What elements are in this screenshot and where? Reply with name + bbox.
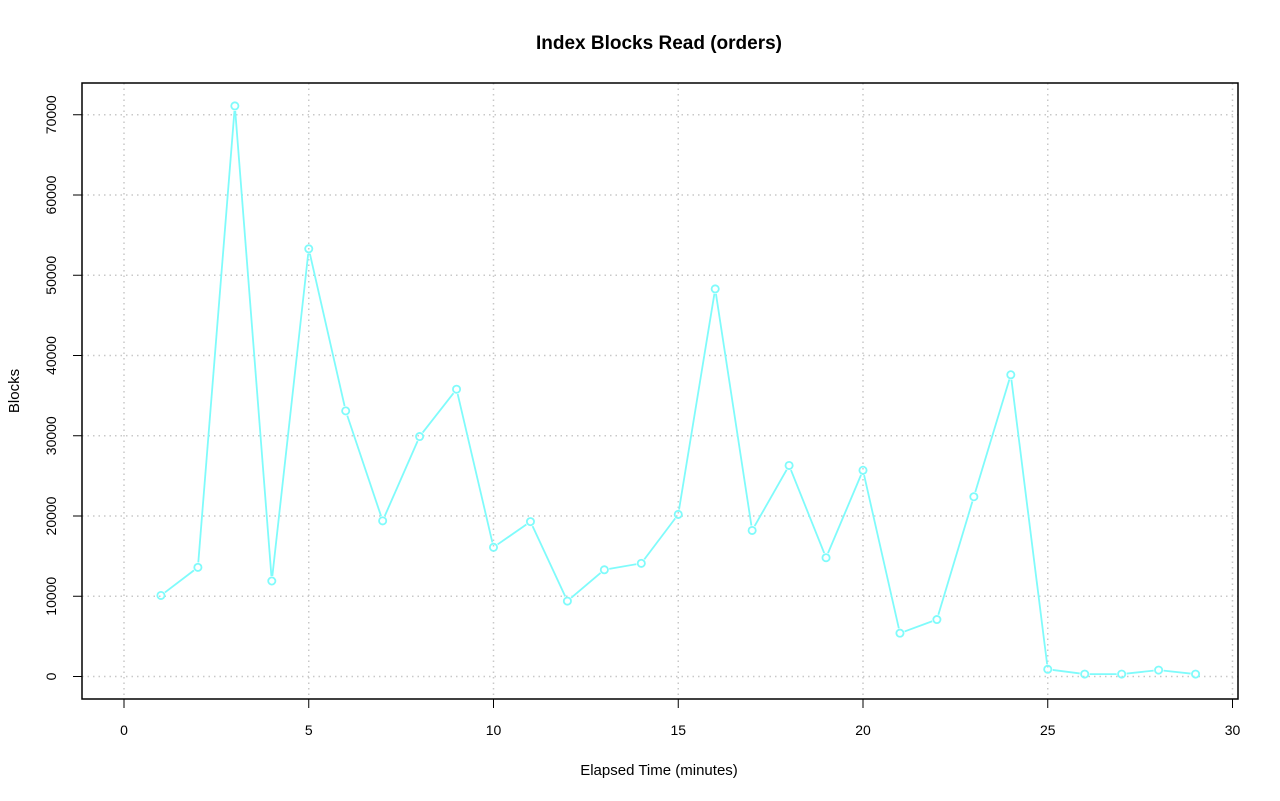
y-tick-label: 20000 [43, 496, 59, 535]
grid [82, 83, 1238, 699]
data-point [452, 384, 462, 394]
chart-title: Index Blocks Read (orders) [536, 33, 782, 54]
series-line-segment [456, 393, 494, 543]
series-line-segment [753, 469, 788, 527]
x-tick-label: 0 [120, 722, 128, 738]
data-point [525, 517, 535, 527]
data-point [1080, 669, 1090, 679]
data-point [895, 628, 905, 638]
data-point [1006, 370, 1016, 380]
data-point [1043, 664, 1053, 674]
series-line-segment [1126, 669, 1154, 675]
series-line-segment [827, 474, 862, 554]
y-tick-label: 10000 [43, 577, 59, 616]
data-point [230, 101, 240, 111]
series-line-segment [197, 110, 236, 563]
data-point [156, 590, 166, 600]
series-line-segment [643, 517, 676, 560]
series-line-segment [421, 392, 455, 434]
series-line-segment [678, 293, 716, 510]
x-axis-label: Elapsed Time (minutes) [580, 762, 738, 779]
series-line-segment [570, 572, 602, 599]
series-line-segment [164, 569, 195, 594]
data-point [267, 576, 277, 586]
x-tick-label: 25 [1040, 722, 1056, 738]
series-line-segment [1010, 379, 1049, 665]
data-point [1154, 665, 1164, 675]
series-line-segment [790, 469, 826, 554]
series-line-segment [234, 110, 273, 577]
data-point [784, 460, 794, 470]
data-point [673, 509, 683, 519]
x-axis: 0 5 10 15 20 25 30 [120, 698, 1241, 738]
series-line-segment [863, 474, 900, 629]
data-point [193, 562, 203, 572]
series-line-segment [497, 523, 527, 546]
series-line-segment [715, 293, 753, 526]
series-line-segment [1163, 669, 1191, 675]
y-axis: 0 10000 20000 30000 40000 50000 60000 70000 [43, 95, 83, 680]
data-point [636, 558, 646, 568]
x-tick-label: 20 [855, 722, 871, 738]
data-point [710, 284, 720, 294]
data-point [932, 615, 942, 625]
data-point [304, 244, 314, 254]
series-line-segment [346, 415, 382, 517]
data-point [821, 553, 831, 563]
x-tick-label: 30 [1225, 722, 1241, 738]
x-tick-label: 5 [305, 722, 313, 738]
y-tick-label: 30000 [43, 416, 59, 455]
data-point [858, 465, 868, 475]
series-line-segment [308, 253, 346, 407]
data-point [562, 596, 572, 606]
series-layer [156, 101, 1201, 679]
y-tick-label: 40000 [43, 336, 59, 375]
series-line-segment [937, 501, 974, 615]
x-tick-label: 15 [670, 722, 686, 738]
y-tick-label: 50000 [43, 256, 59, 295]
plot-frame [81, 82, 1239, 700]
data-point [488, 542, 498, 552]
y-tick-label: 70000 [43, 95, 59, 134]
x-tick-label: 10 [486, 722, 502, 738]
series-line-segment [271, 253, 310, 577]
series-line-segment [383, 440, 419, 517]
series-line-segment [974, 379, 1011, 493]
data-point [1117, 669, 1127, 679]
series-line-segment [531, 525, 567, 597]
data-point [747, 525, 757, 535]
data-point [969, 492, 979, 502]
data-point [415, 432, 425, 442]
series-line-segment [1052, 669, 1080, 675]
data-point [1191, 669, 1201, 679]
data-point [599, 565, 609, 575]
y-axis-label: Blocks [6, 369, 23, 413]
y-tick-label: 0 [43, 672, 59, 680]
series-line-segment [609, 563, 637, 570]
data-point [378, 516, 388, 526]
data-point [341, 406, 351, 416]
y-tick-label: 60000 [43, 175, 59, 214]
series-line-segment [904, 620, 933, 633]
